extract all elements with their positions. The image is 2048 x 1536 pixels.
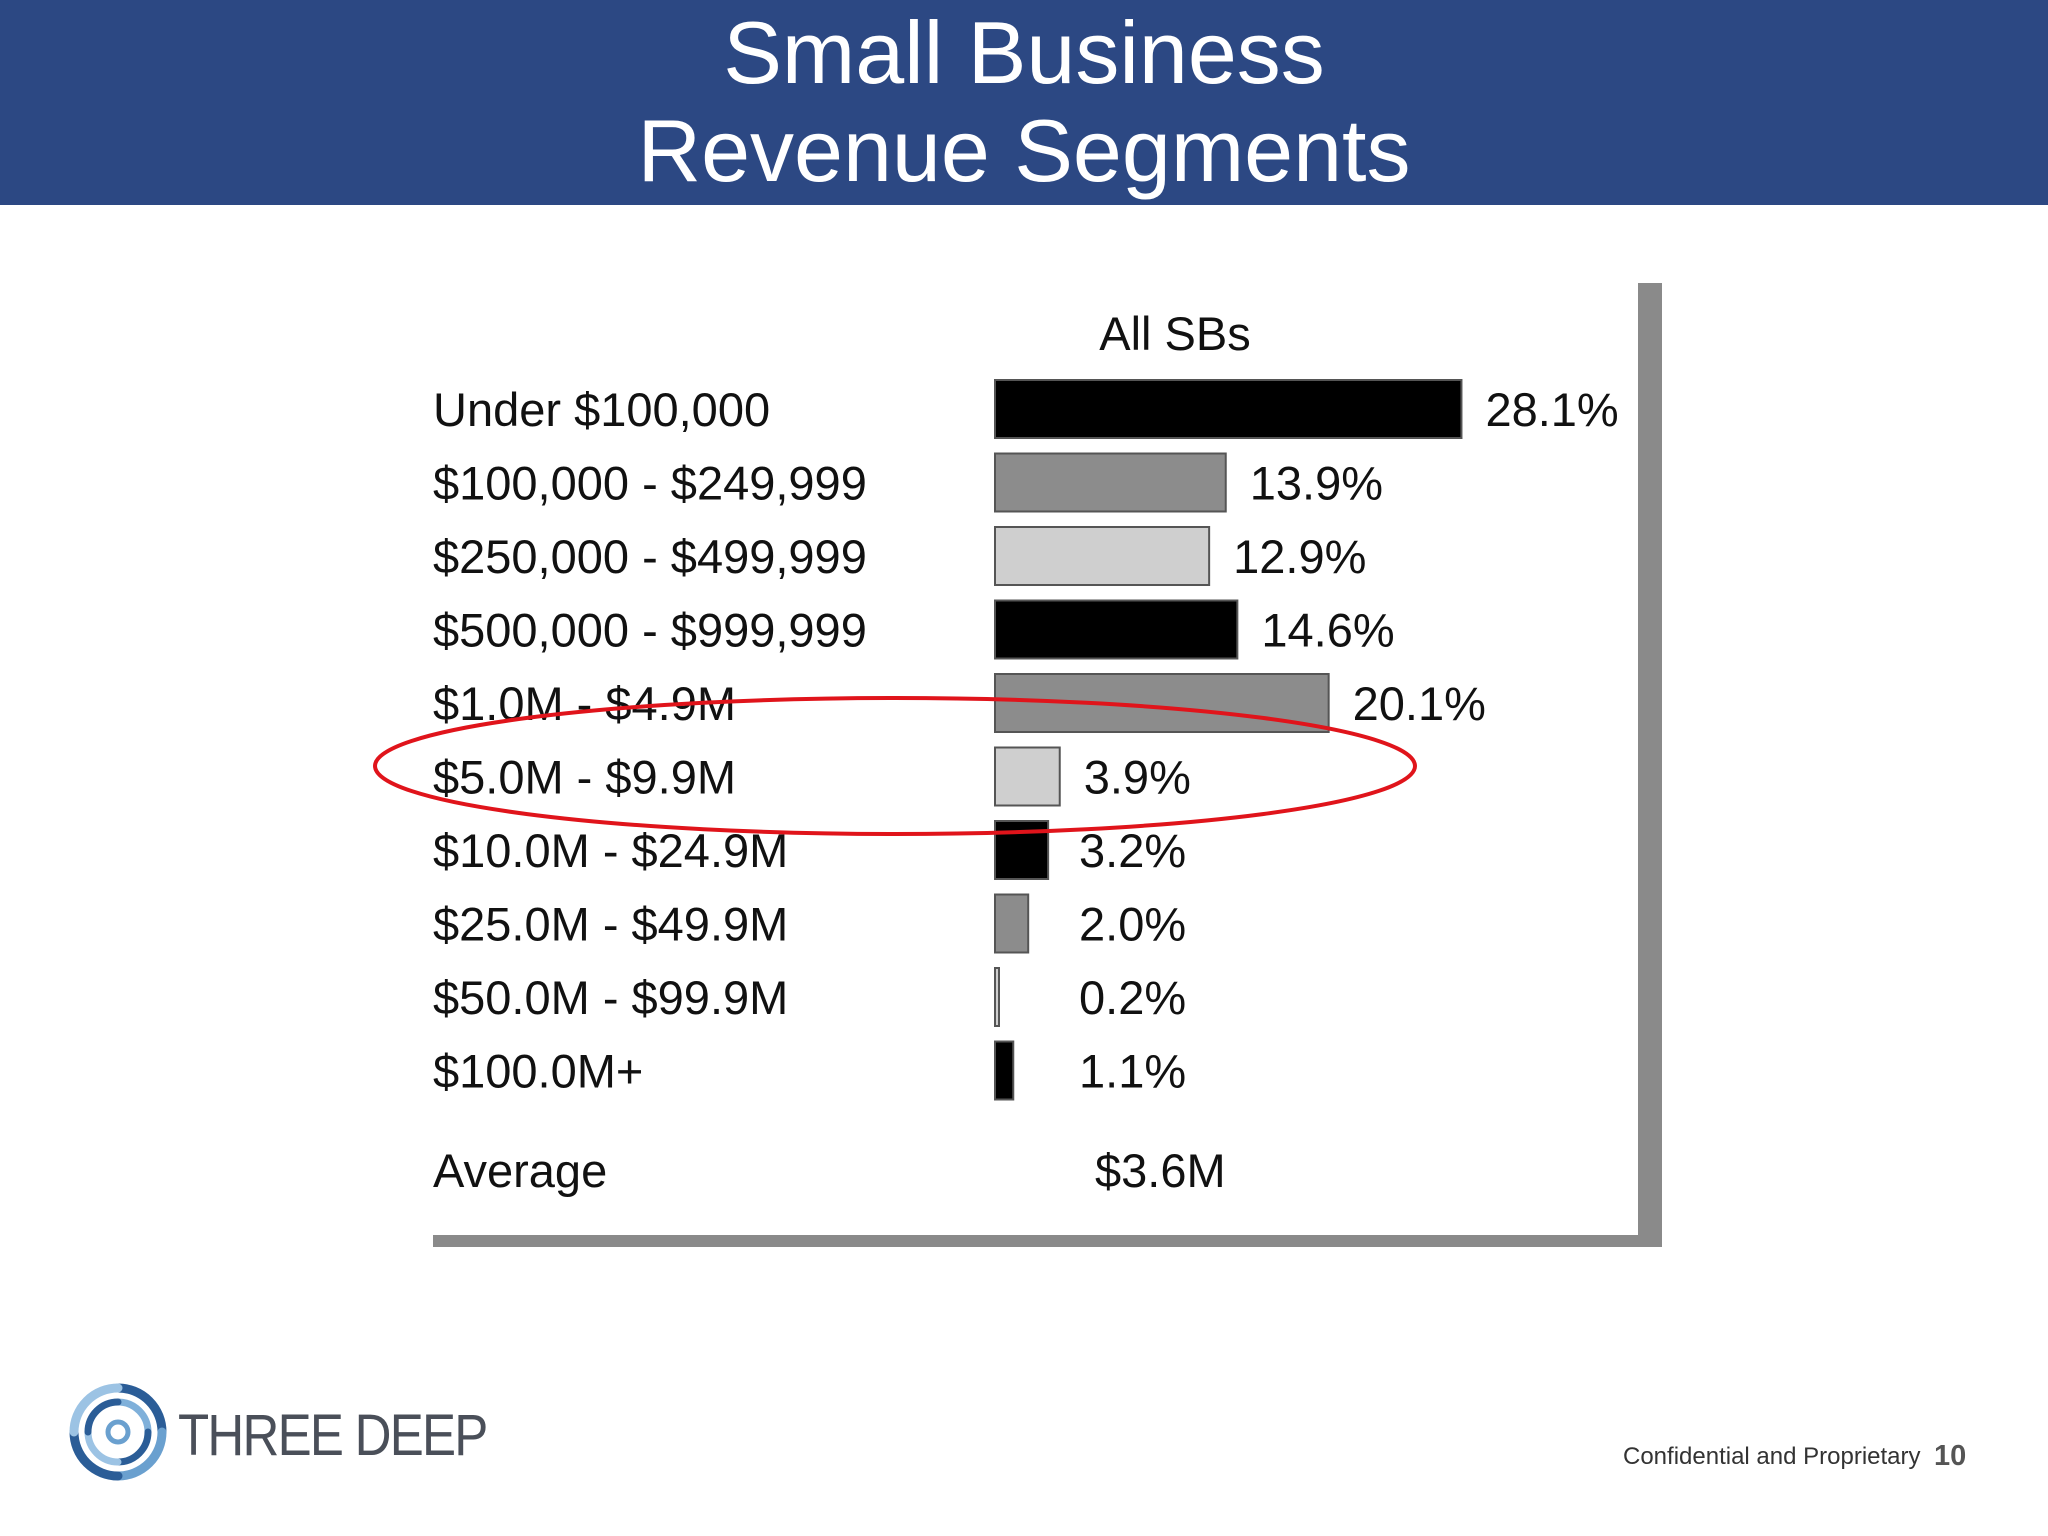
value-label: 3.9%: [1084, 751, 1191, 804]
category-label: $10.0M - $24.9M: [433, 824, 788, 877]
category-label: $250,000 - $499,999: [433, 530, 867, 583]
bar: [994, 746, 1061, 807]
highlight-ellipse: [373, 696, 1417, 836]
chart-title: All SBs: [1099, 307, 1251, 360]
slide-header: Small Business Revenue Segments: [0, 0, 2048, 205]
average-label: Average: [433, 1144, 607, 1197]
bar: [994, 379, 1463, 439]
average-value: $3.6M: [1095, 1144, 1226, 1197]
three-deep-logo: THREE DEEP: [66, 1380, 488, 1490]
bar: [994, 1040, 1015, 1101]
value-label: 14.6%: [1261, 604, 1394, 657]
category-label: $50.0M - $99.9M: [433, 971, 788, 1024]
panel-shadow-bottom: [433, 1235, 1662, 1247]
bar: [994, 452, 1227, 513]
value-label: 1.1%: [1079, 1045, 1186, 1098]
value-label: 0.2%: [1079, 971, 1186, 1024]
category-label: $25.0M - $49.9M: [433, 898, 788, 951]
confidential-notice: Confidential and Proprietary: [1623, 1443, 1921, 1470]
bar: [994, 526, 1211, 586]
swirl-logo-icon: [69, 1383, 167, 1481]
bar: [994, 599, 1239, 660]
slide-title-line-1: Small Business: [723, 3, 1325, 102]
value-label: 3.2%: [1079, 824, 1186, 877]
slide-title-line-2: Revenue Segments: [637, 101, 1411, 200]
value-label: 2.0%: [1079, 898, 1186, 951]
category-label: $100.0M+: [433, 1045, 643, 1098]
value-label: 20.1%: [1353, 677, 1486, 730]
value-label: 28.1%: [1485, 383, 1618, 436]
bars-group: Under $100,000 28.1% $100,000 - $249,999 13…: [433, 379, 1619, 1101]
value-label: 12.9%: [1233, 530, 1366, 583]
category-label: $5.0M - $9.9M: [433, 751, 736, 804]
bar: [994, 673, 1330, 733]
bar: [994, 967, 1000, 1027]
bar: [994, 893, 1030, 954]
page-number: 10: [1934, 1440, 1967, 1472]
category-label: $100,000 - $249,999: [433, 457, 867, 510]
value-label: 13.9%: [1250, 457, 1383, 510]
category-label: $500,000 - $999,999: [433, 604, 867, 657]
panel-shadow-right: [1638, 283, 1662, 1247]
logo-wordmark: THREE DEEP: [178, 1403, 488, 1468]
category-label: Under $100,000: [433, 383, 770, 436]
